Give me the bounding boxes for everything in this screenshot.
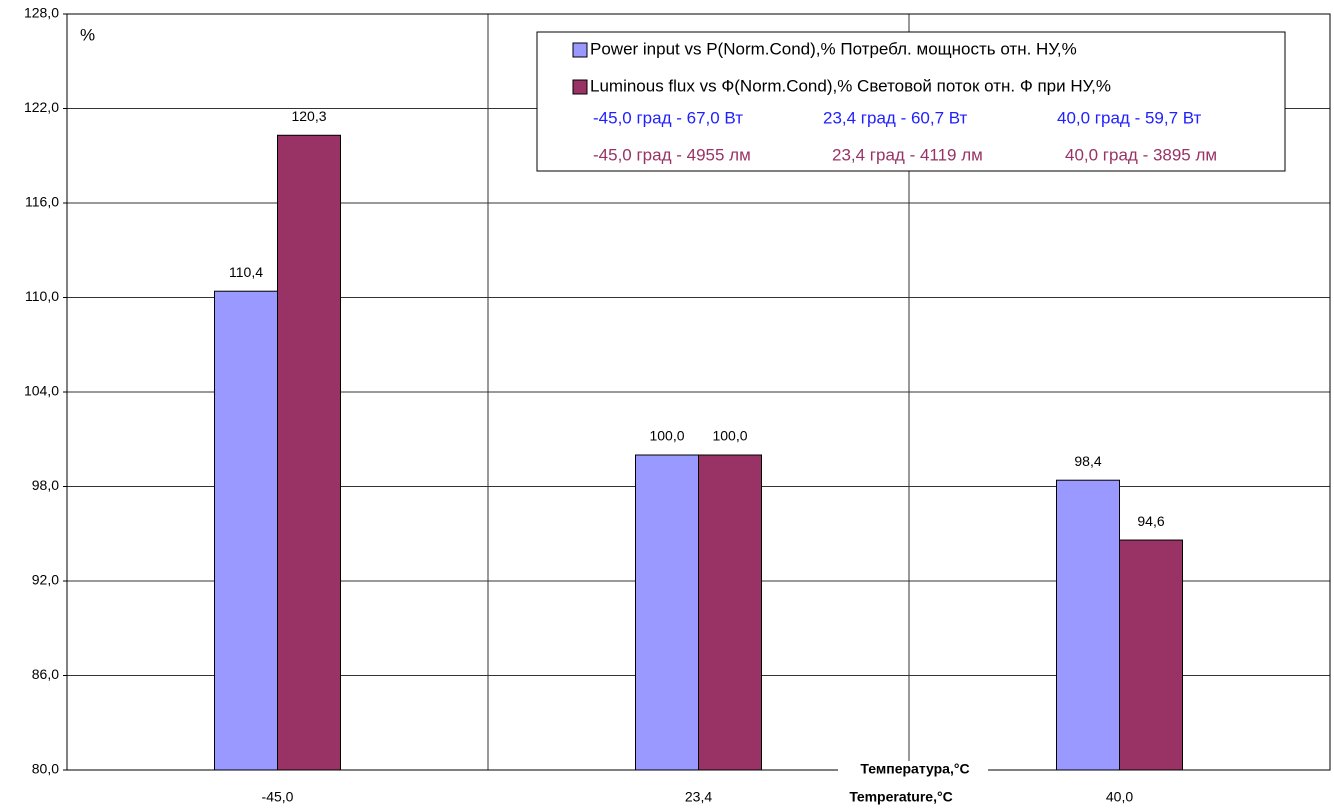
annotation: -45,0 град - 67,0 Вт [593, 108, 743, 127]
annotation: 23,4 град - 4119 лм [832, 145, 983, 164]
x-tick-label: 40,0 [1106, 789, 1133, 805]
y-tick-label: 86,0 [32, 666, 59, 682]
x-tick-label: 23,4 [685, 789, 712, 805]
bar [214, 290, 278, 771]
annotation: 23,4 град - 60,7 Вт [823, 108, 968, 127]
y-tick-label: 110,0 [25, 288, 59, 304]
annotation: -45,0 град - 4955 лм [593, 145, 751, 164]
x-label-bg [838, 761, 988, 779]
bar [635, 454, 699, 771]
legend-label: Power input vs P(Norm.Cond),% Потребл. м… [590, 39, 1077, 58]
bar [698, 454, 762, 771]
value-label: 120,3 [291, 108, 326, 124]
legend-box [536, 31, 1286, 172]
x-axis-label: Температура,°C [860, 761, 969, 777]
legend-swatch [572, 42, 588, 58]
y-tick-label: 80,0 [32, 761, 59, 777]
y-tick-label: 128,0 [24, 5, 59, 21]
value-label: 100,0 [712, 428, 747, 444]
y-tick-label: 98,0 [32, 477, 59, 493]
value-label: 100,0 [649, 428, 684, 444]
bar [1056, 479, 1120, 771]
y-tick-label: 122,0 [24, 99, 59, 115]
x-axis-label: Temperature,°C [849, 789, 952, 805]
y-tick-label: 92,0 [32, 572, 59, 588]
y-tick-label: 104,0 [24, 383, 59, 399]
bar [277, 134, 341, 771]
value-label: 98,4 [1074, 453, 1101, 469]
x-tick-label: -45,0 [262, 789, 294, 805]
y-axis-label: % [80, 25, 95, 44]
annotation: 40,0 град - 59,7 Вт [1057, 108, 1202, 127]
bar [1119, 539, 1183, 771]
legend-swatch [572, 79, 588, 95]
value-label: 110,4 [229, 264, 263, 280]
y-tick-label: 116,0 [25, 194, 59, 210]
value-label: 94,6 [1137, 513, 1164, 529]
legend-label: Luminous flux vs Ф(Norm.Cond),% Световой… [590, 76, 1111, 95]
annotation: 40,0 град - 3895 лм [1065, 145, 1217, 164]
